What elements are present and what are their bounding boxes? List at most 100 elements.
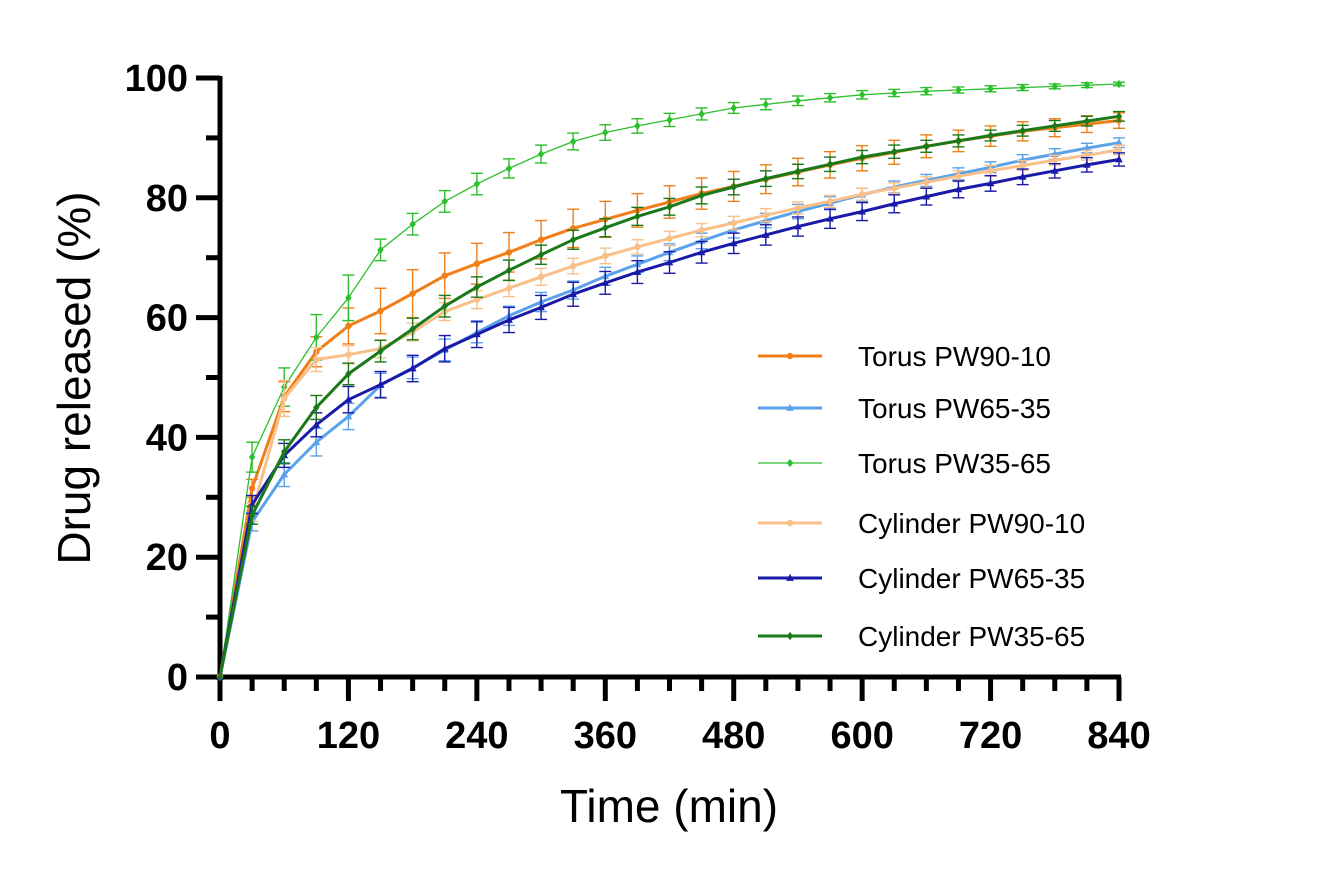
legend-swatch-marker: [786, 631, 794, 641]
data-point: [1083, 116, 1091, 126]
data-point: [505, 249, 513, 256]
data-point: [858, 90, 866, 99]
data-point: [569, 137, 577, 146]
data-point: [634, 121, 641, 131]
data-point: [826, 198, 834, 205]
data-point: [537, 273, 545, 281]
legend-label: Cylinder PW65-35: [858, 563, 1085, 594]
data-point: [345, 322, 352, 330]
data-point: [537, 149, 545, 159]
data-point: [473, 296, 481, 303]
data-point: [408, 364, 417, 372]
data-point: [505, 315, 513, 323]
data-point: [987, 167, 994, 175]
data-point: [473, 179, 481, 189]
data-point: [923, 87, 930, 96]
data-point: [858, 207, 866, 215]
data-point: [1019, 162, 1026, 169]
x-tick-label: 360: [574, 715, 637, 757]
data-point: [248, 511, 256, 520]
data-point: [248, 453, 256, 462]
data-point: [987, 131, 994, 140]
data-point: [345, 369, 352, 379]
legend-swatch-marker: [786, 458, 794, 468]
data-point: [1083, 143, 1091, 151]
legend-swatch-marker: [786, 403, 794, 411]
data-point: [216, 672, 224, 682]
x-tick-label: 840: [1087, 715, 1150, 757]
y-tick-label: 20: [146, 537, 188, 579]
data-point: [345, 351, 352, 358]
data-point: [762, 211, 770, 219]
y-axis: 0 20 40 60 80 100: [125, 58, 223, 699]
data-point: [344, 395, 353, 403]
data-point: [762, 174, 770, 183]
data-point: [312, 420, 321, 428]
data-point: [537, 250, 545, 259]
data-point: [858, 191, 866, 198]
data-point: [1018, 172, 1027, 180]
data-point: [1083, 81, 1091, 90]
data-point: [505, 164, 513, 173]
data-point: [313, 333, 320, 342]
data-point: [441, 302, 448, 311]
data-point: [1115, 112, 1123, 121]
data-point: [569, 262, 577, 270]
y-tick-label: 40: [146, 417, 188, 459]
data-point: [987, 84, 994, 93]
data-point: [729, 239, 738, 247]
data-point: [377, 245, 384, 255]
data-point: [312, 438, 321, 446]
data-point: [409, 290, 416, 297]
data-point: [505, 285, 513, 292]
data-point: [441, 272, 448, 279]
data-point: [698, 109, 705, 119]
data-point: [1051, 82, 1058, 91]
data-point: [730, 182, 737, 192]
legend-label: Torus PW65-35: [858, 393, 1051, 424]
legend-item: Cylinder PW90-10: [758, 508, 1085, 539]
data-point: [473, 260, 481, 267]
data-point: [376, 380, 385, 388]
data-point: [345, 293, 352, 302]
data-point: [505, 266, 513, 275]
data-point: [665, 258, 674, 266]
legend-item: Cylinder PW65-35: [758, 563, 1085, 594]
data-point: [826, 214, 834, 222]
data-point: [761, 230, 770, 238]
legend-item: Cylinder PW35-65: [758, 621, 1085, 652]
data-point: [986, 179, 995, 187]
legend-item: Torus PW35-65: [758, 448, 1051, 479]
data-point: [313, 403, 320, 412]
legend-label: Cylinder PW90-10: [858, 508, 1085, 539]
legend-label: Cylinder PW35-65: [858, 621, 1085, 652]
data-point: [955, 85, 962, 95]
legend-label: Torus PW35-65: [858, 448, 1051, 479]
data-point: [1019, 126, 1026, 135]
legend-swatch-marker: [786, 519, 794, 527]
data-point: [281, 395, 288, 402]
data-point: [923, 179, 930, 186]
data-point: [1115, 79, 1123, 89]
data-point: [602, 128, 609, 137]
y-axis-title: Drug released (%): [48, 191, 100, 564]
data-point: [1051, 156, 1058, 164]
data-point: [409, 219, 416, 229]
legend-item: Torus PW65-35: [758, 393, 1051, 424]
data-point: [826, 93, 834, 102]
data-point: [473, 282, 481, 292]
legend-item: Torus PW90-10: [758, 341, 1051, 372]
data-point: [698, 191, 705, 200]
data-point: [634, 212, 641, 221]
data-point: [602, 223, 609, 232]
data-point: [794, 204, 802, 212]
data-point: [248, 485, 256, 492]
data-point: [602, 252, 609, 260]
data-point: [698, 226, 705, 234]
data-point: [377, 346, 384, 356]
data-point: [313, 356, 320, 363]
data-point: [1083, 152, 1091, 159]
data-point: [730, 219, 737, 227]
series-torus-pw35-65: [216, 79, 1125, 682]
data-point: [1115, 138, 1123, 146]
